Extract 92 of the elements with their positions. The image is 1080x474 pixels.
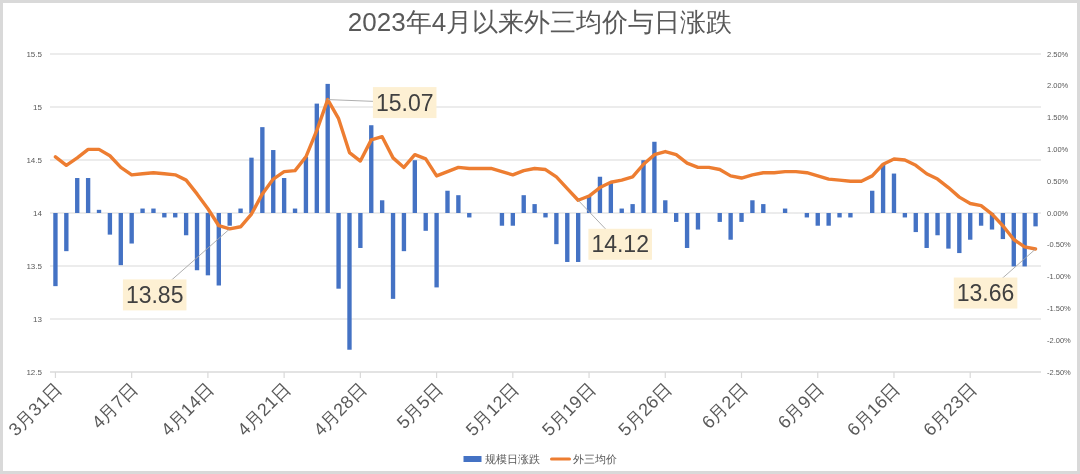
bar bbox=[728, 213, 733, 240]
chart-title: 2023年4月以来外三均价与日涨跌 bbox=[347, 7, 733, 37]
bar bbox=[630, 204, 635, 213]
bar bbox=[641, 160, 646, 213]
x-tick-label: 5月19日 bbox=[538, 378, 600, 440]
x-tick-label: 5月12日 bbox=[462, 378, 523, 440]
bar bbox=[412, 160, 417, 213]
annotation: 15.07 bbox=[375, 89, 434, 116]
bar bbox=[434, 213, 439, 288]
bar bbox=[554, 213, 559, 245]
bar bbox=[379, 200, 385, 213]
bar bbox=[968, 213, 973, 240]
bar bbox=[162, 213, 167, 218]
bar bbox=[848, 213, 853, 218]
bar bbox=[227, 213, 232, 226]
x-tick-label: 4月28日 bbox=[309, 378, 371, 440]
bar bbox=[140, 208, 145, 213]
y-tick-label: 15 bbox=[33, 102, 43, 112]
bar bbox=[129, 213, 134, 244]
bar bbox=[717, 213, 722, 222]
data-label: 14.12 bbox=[577, 199, 652, 260]
bar bbox=[652, 141, 657, 213]
bar bbox=[249, 157, 254, 213]
y-tick-label: 13.5 bbox=[26, 261, 43, 271]
annotation: 13.85 bbox=[125, 281, 184, 308]
x-tick-label: 6月16日 bbox=[843, 378, 905, 440]
bar bbox=[53, 213, 58, 287]
data-label: 13.85 bbox=[122, 228, 231, 311]
data-label: 13.66 bbox=[953, 248, 1036, 309]
bar bbox=[423, 213, 428, 231]
bar bbox=[750, 200, 755, 213]
bar bbox=[674, 213, 679, 222]
x-tick-label: 4月7日 bbox=[87, 378, 142, 433]
bar bbox=[358, 213, 363, 248]
bar bbox=[456, 195, 461, 213]
bar bbox=[663, 200, 668, 213]
bar bbox=[336, 213, 341, 289]
bar bbox=[260, 127, 265, 213]
bar bbox=[870, 190, 875, 213]
legend-label: 外三均价 bbox=[572, 453, 617, 465]
bar bbox=[85, 178, 91, 213]
bar bbox=[510, 213, 516, 226]
bar bbox=[118, 213, 123, 266]
annotation: 13.66 bbox=[956, 280, 1015, 307]
x-tick-label: 3月31日 bbox=[4, 378, 66, 440]
bar bbox=[445, 190, 450, 213]
bar bbox=[913, 213, 918, 233]
y-tick-label: 12.5 bbox=[26, 367, 43, 377]
data-label: 15.07 bbox=[327, 87, 437, 119]
bar bbox=[924, 213, 929, 248]
bar bbox=[543, 213, 548, 218]
bar bbox=[837, 213, 842, 218]
bar bbox=[684, 213, 690, 248]
bar bbox=[695, 213, 701, 230]
annotation: 14.12 bbox=[591, 231, 649, 258]
y-tick-label: 14.5 bbox=[26, 155, 43, 165]
bar bbox=[151, 208, 156, 213]
x-tick-label: 5月26日 bbox=[614, 378, 676, 440]
bar bbox=[815, 213, 820, 226]
y-tick-label: 15.5 bbox=[26, 49, 43, 59]
x-tick-label: 6月9日 bbox=[774, 378, 828, 433]
bar bbox=[891, 173, 897, 213]
bar bbox=[499, 213, 505, 226]
bar bbox=[761, 204, 766, 213]
bar bbox=[64, 213, 69, 252]
bar bbox=[826, 213, 831, 226]
y-tick-label: 14 bbox=[33, 208, 43, 218]
bar bbox=[739, 213, 744, 222]
bar bbox=[347, 213, 352, 350]
bar bbox=[183, 213, 189, 236]
x-tick-label: 4月14日 bbox=[157, 378, 218, 440]
bar bbox=[946, 213, 951, 249]
bar bbox=[978, 213, 984, 226]
x-tick-label: 6月2日 bbox=[697, 378, 752, 433]
bar bbox=[575, 213, 581, 262]
bar bbox=[238, 208, 243, 213]
x-tick-label: 5月5日 bbox=[392, 378, 447, 433]
bar bbox=[565, 213, 570, 262]
legend-label: 规模日涨跌 bbox=[484, 453, 540, 465]
bar bbox=[75, 178, 80, 213]
bar bbox=[532, 204, 537, 213]
bar bbox=[935, 213, 940, 236]
y-tick-label: 13 bbox=[33, 314, 43, 324]
x-tick-label: 6月23日 bbox=[919, 378, 981, 440]
bar bbox=[401, 213, 407, 252]
bar bbox=[107, 213, 113, 235]
bar bbox=[521, 195, 526, 213]
bar bbox=[1033, 213, 1038, 227]
bar bbox=[957, 213, 962, 254]
bar bbox=[390, 213, 396, 299]
x-tick-label: 4月21日 bbox=[233, 378, 295, 440]
bar bbox=[281, 178, 287, 213]
